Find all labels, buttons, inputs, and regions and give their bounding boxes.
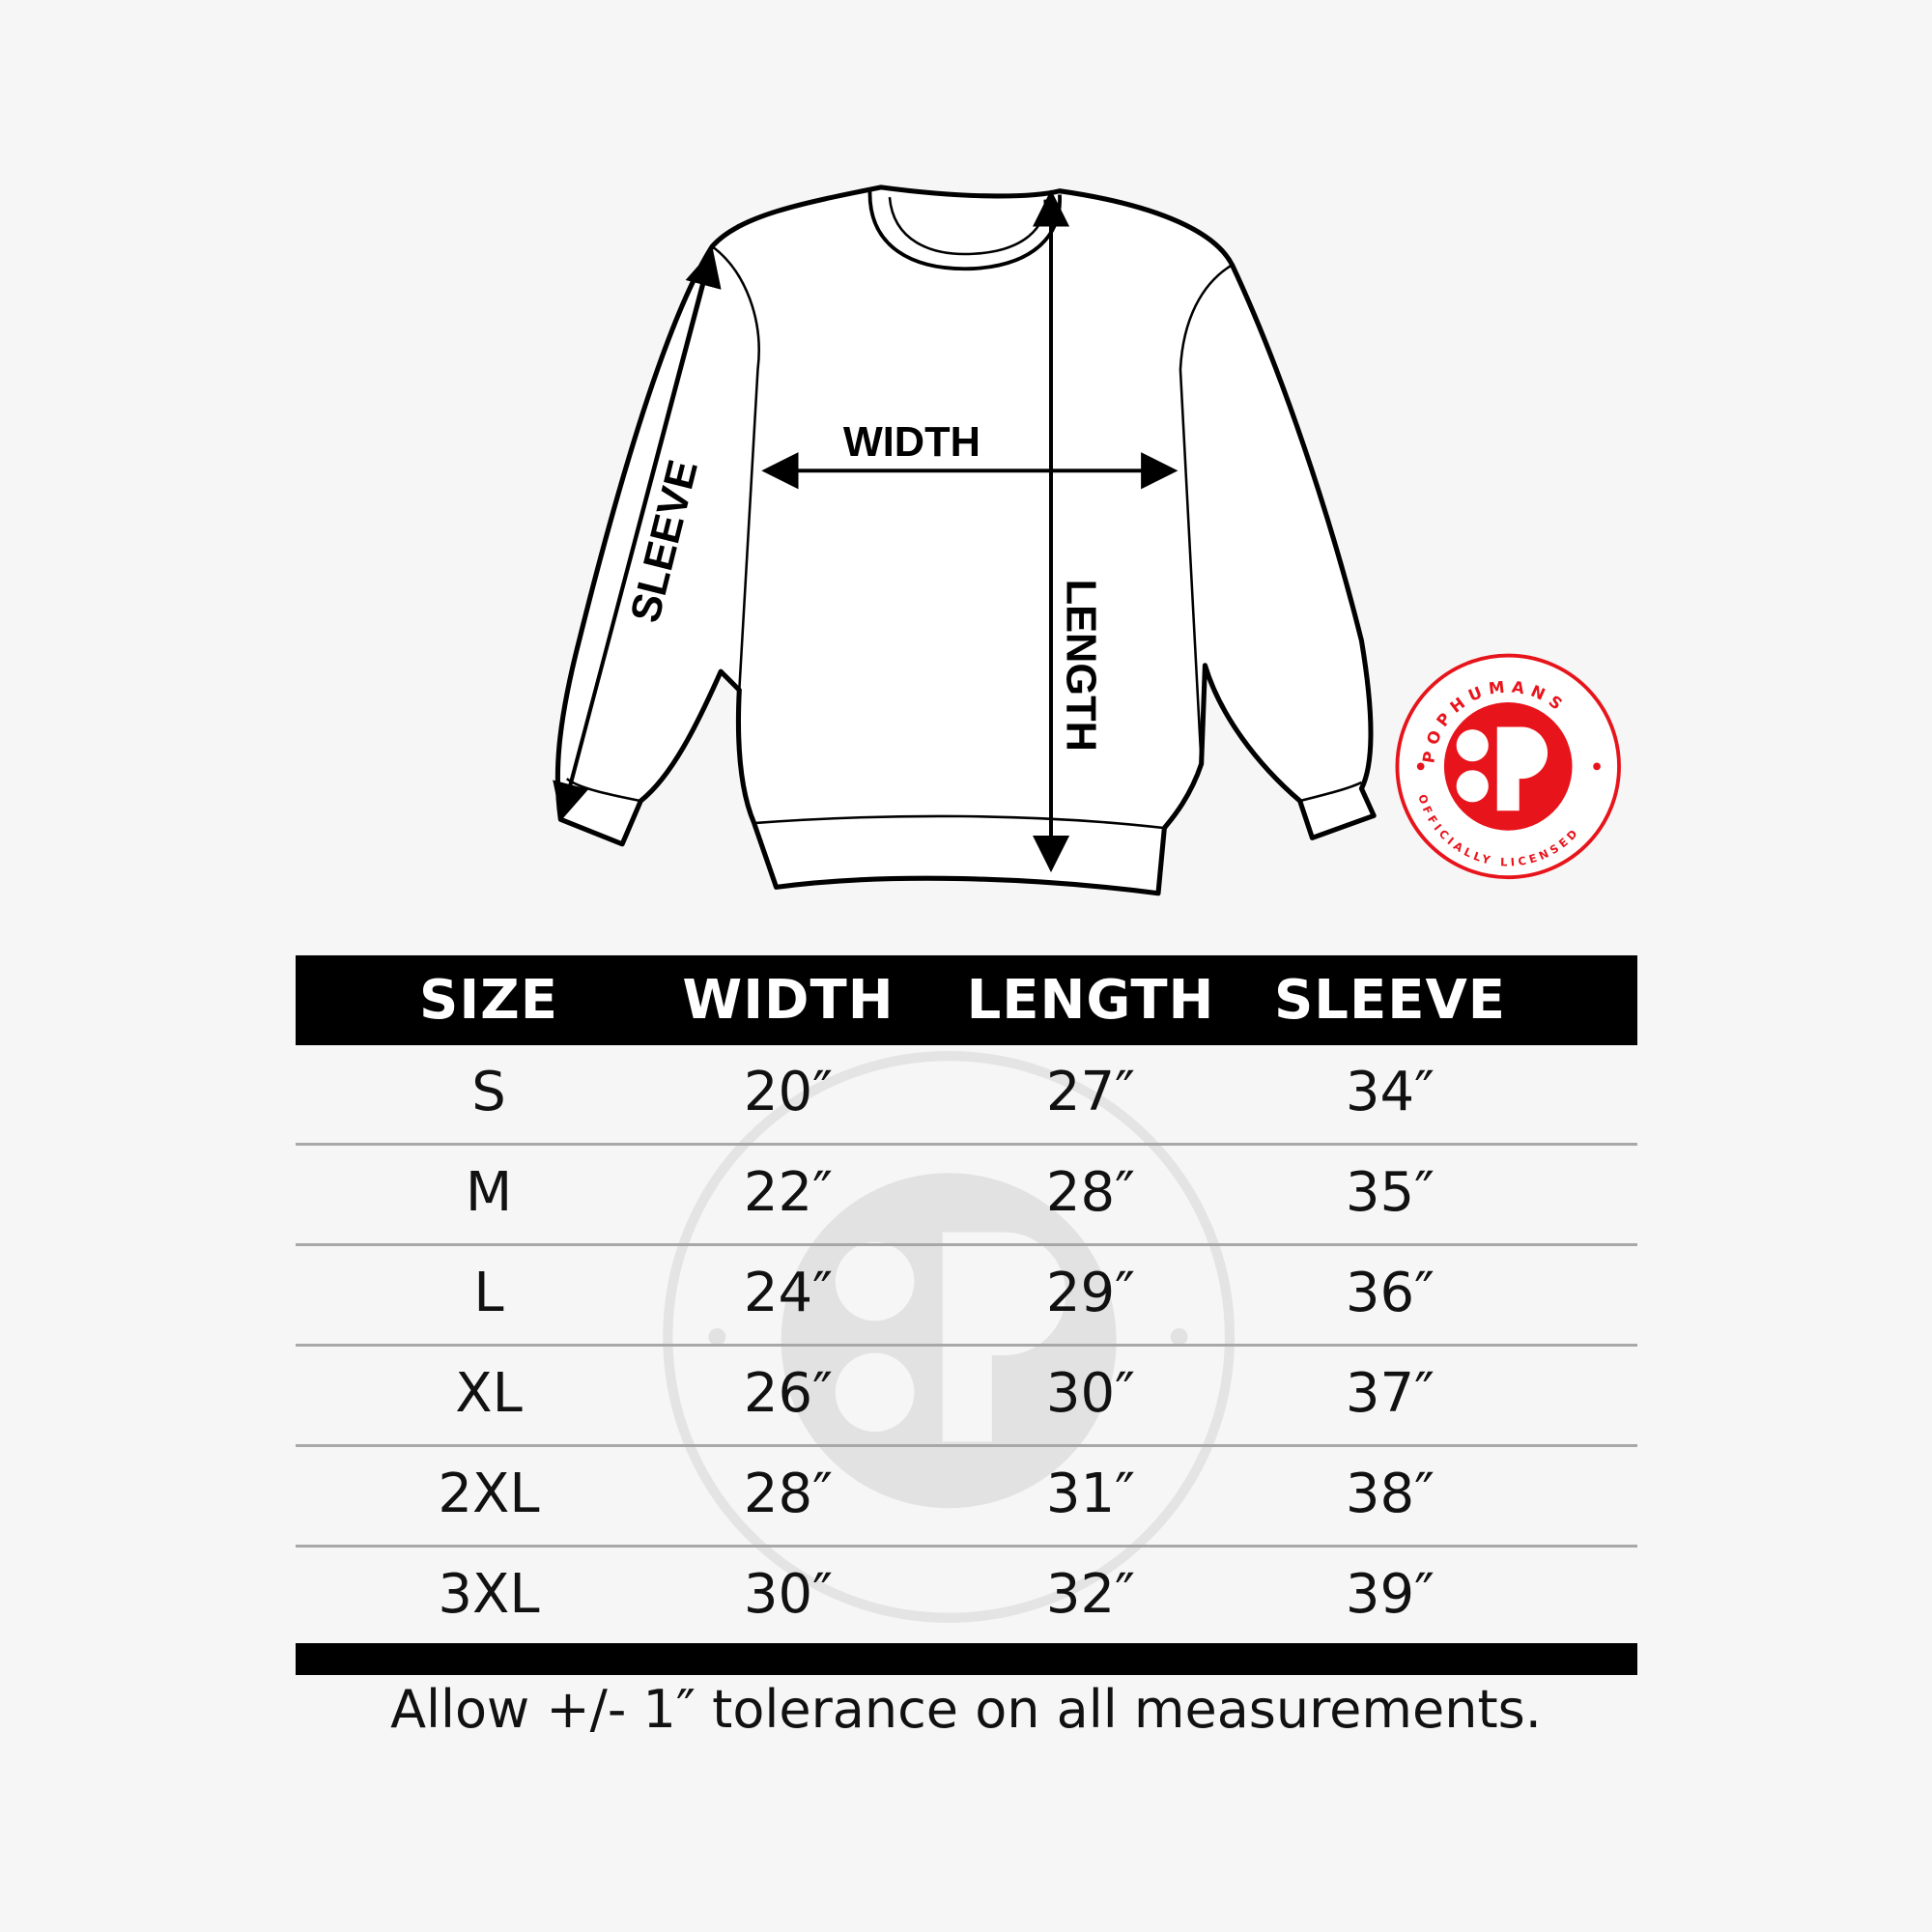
table-header: SIZE WIDTH LENGTH SLEEVE	[296, 955, 1637, 1045]
watermark-logo	[663, 1051, 1236, 1623]
cell-sleeve: 39″	[1345, 1563, 1435, 1626]
header-width: WIDTH	[682, 969, 895, 1032]
cell-size: 2XL	[438, 1463, 540, 1525]
table-row: 2XL 28″ 31″ 38″	[296, 1447, 1637, 1548]
cell-length: 27″	[1045, 1061, 1136, 1123]
header-length: LENGTH	[966, 969, 1215, 1032]
table-row: M 22″ 28″ 35″	[296, 1146, 1637, 1246]
measurement-arrows	[553, 189, 1179, 873]
pophumans-badge-logo: POPHUMANS OFFICIALLY LICENSED	[1395, 653, 1621, 880]
cell-length: 32″	[1045, 1563, 1136, 1626]
tolerance-note: Allow +/- 1″ tolerance on all measuremen…	[390, 1679, 1542, 1740]
cell-sleeve: 38″	[1345, 1463, 1435, 1525]
table-row: XL 26″ 30″ 37″	[296, 1347, 1637, 1447]
cell-size: L	[473, 1262, 504, 1324]
length-label: LENGTH	[1058, 580, 1104, 752]
size-chart-table: SIZE WIDTH LENGTH SLEEVE S 20″ 27″ 34″ M 22″ 2…	[296, 955, 1637, 1675]
sweater-outline	[554, 185, 1377, 896]
cell-sleeve: 36″	[1345, 1262, 1435, 1324]
cell-size: XL	[455, 1362, 523, 1425]
cell-length: 29″	[1045, 1262, 1136, 1324]
cell-width: 22″	[743, 1161, 834, 1224]
cell-size: S	[471, 1061, 506, 1123]
cell-size: M	[465, 1161, 513, 1224]
cell-width: 26″	[743, 1362, 834, 1425]
cell-width: 28″	[743, 1463, 834, 1525]
cell-length: 28″	[1045, 1161, 1136, 1224]
cell-sleeve: 34″	[1345, 1061, 1435, 1123]
table-row: S 20″ 27″ 34″	[296, 1045, 1637, 1146]
header-size: SIZE	[418, 969, 559, 1032]
table-row: L 24″ 29″ 36″	[296, 1246, 1637, 1347]
cell-width: 24″	[743, 1262, 834, 1324]
cell-width: 20″	[743, 1061, 834, 1123]
cell-sleeve: 35″	[1345, 1161, 1435, 1224]
cell-width: 30″	[743, 1563, 834, 1626]
cell-length: 30″	[1045, 1362, 1136, 1425]
cell-length: 31″	[1045, 1463, 1136, 1525]
header-sleeve: SLEEVE	[1273, 969, 1507, 1032]
cell-sleeve: 37″	[1345, 1362, 1435, 1425]
table-row: 3XL 30″ 32″ 39″	[296, 1548, 1637, 1645]
table-bottom-bar	[296, 1643, 1637, 1675]
cell-size: 3XL	[438, 1563, 540, 1626]
width-label: WIDTH	[843, 419, 980, 466]
